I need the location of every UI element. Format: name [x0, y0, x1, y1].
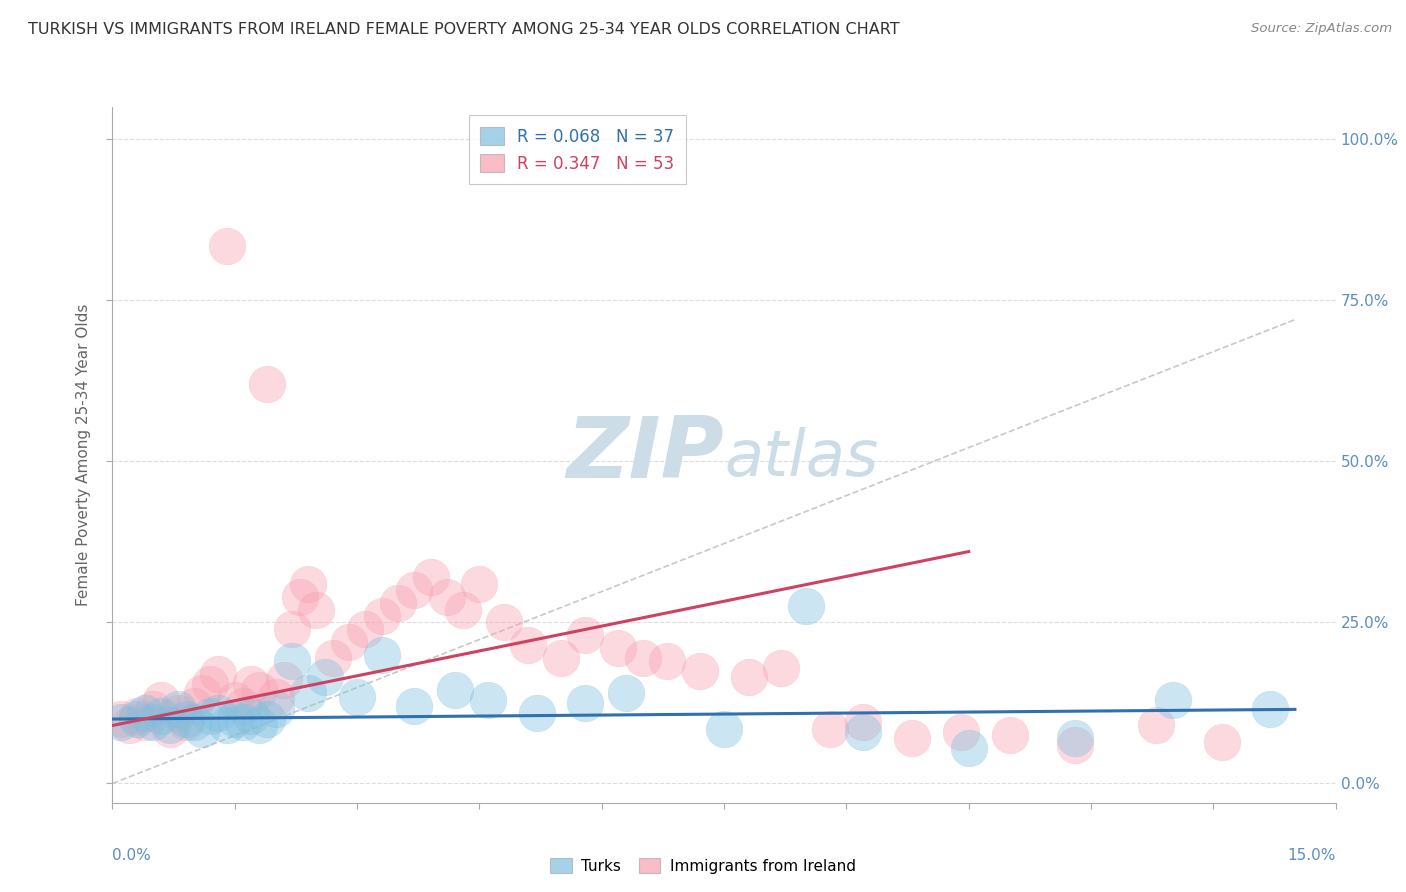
Point — [314, 670, 336, 684]
Point — [526, 706, 548, 720]
Point — [256, 712, 278, 726]
Point — [273, 673, 295, 688]
Point — [436, 590, 458, 604]
Point — [125, 708, 148, 723]
Point — [110, 712, 132, 726]
Point — [631, 651, 654, 665]
Point — [852, 715, 875, 730]
Point — [142, 715, 165, 730]
Point — [614, 686, 637, 700]
Point — [852, 725, 875, 739]
Text: TURKISH VS IMMIGRANTS FROM IRELAND FEMALE POVERTY AMONG 25-34 YEAR OLDS CORRELAT: TURKISH VS IMMIGRANTS FROM IRELAND FEMAL… — [28, 22, 900, 37]
Point — [337, 634, 360, 648]
Point — [215, 718, 238, 732]
Point — [232, 715, 254, 730]
Point — [354, 622, 377, 636]
Point — [492, 615, 515, 630]
Point — [191, 686, 214, 700]
Point — [900, 731, 922, 746]
Point — [404, 699, 426, 714]
Point — [200, 676, 222, 690]
Point — [281, 654, 304, 668]
Point — [240, 676, 263, 690]
Point — [207, 667, 229, 681]
Point — [224, 712, 246, 726]
Point — [110, 715, 132, 730]
Point — [737, 670, 759, 684]
Y-axis label: Female Poverty Among 25-34 Year Olds: Female Poverty Among 25-34 Year Olds — [76, 304, 91, 606]
Point — [281, 622, 304, 636]
Point — [247, 683, 270, 698]
Point — [957, 741, 980, 756]
Point — [183, 715, 205, 730]
Point — [574, 628, 596, 642]
Point — [370, 648, 392, 662]
Point — [183, 699, 205, 714]
Point — [419, 570, 441, 584]
Point — [998, 728, 1021, 742]
Point — [232, 699, 254, 714]
Point — [818, 722, 841, 736]
Point — [207, 706, 229, 720]
Legend: R = 0.068   N = 37, R = 0.347   N = 53: R = 0.068 N = 37, R = 0.347 N = 53 — [468, 115, 686, 185]
Point — [689, 664, 711, 678]
Legend: Turks, Immigrants from Ireland: Turks, Immigrants from Ireland — [544, 852, 862, 880]
Point — [288, 590, 311, 604]
Point — [264, 702, 287, 716]
Point — [142, 702, 165, 716]
Point — [387, 596, 409, 610]
Point — [256, 377, 278, 392]
Point — [118, 718, 141, 732]
Point — [240, 708, 263, 723]
Point — [574, 696, 596, 710]
Point — [166, 702, 188, 716]
Text: atlas: atlas — [724, 427, 879, 490]
Point — [468, 576, 491, 591]
Point — [297, 576, 319, 591]
Point — [150, 692, 173, 706]
Point — [1211, 734, 1233, 748]
Point — [607, 641, 630, 656]
Point — [451, 602, 474, 616]
Point — [346, 690, 368, 704]
Point — [322, 651, 344, 665]
Point — [174, 712, 197, 726]
Point — [1161, 692, 1184, 706]
Point — [134, 715, 156, 730]
Point — [949, 725, 972, 739]
Point — [404, 583, 426, 598]
Point — [159, 722, 181, 736]
Point — [1144, 718, 1167, 732]
Text: ZIP: ZIP — [567, 413, 724, 497]
Point — [550, 651, 572, 665]
Point — [297, 686, 319, 700]
Point — [713, 722, 735, 736]
Point — [517, 638, 540, 652]
Point — [305, 602, 328, 616]
Point — [264, 690, 287, 704]
Point — [370, 609, 392, 624]
Point — [125, 712, 148, 726]
Point — [224, 692, 246, 706]
Point — [247, 718, 270, 732]
Point — [150, 708, 173, 723]
Point — [166, 706, 188, 720]
Point — [191, 722, 214, 736]
Text: 15.0%: 15.0% — [1288, 848, 1336, 863]
Point — [444, 683, 467, 698]
Point — [655, 654, 678, 668]
Point — [200, 708, 222, 723]
Point — [794, 599, 817, 614]
Text: Source: ZipAtlas.com: Source: ZipAtlas.com — [1251, 22, 1392, 36]
Point — [1063, 731, 1085, 746]
Point — [1063, 738, 1085, 752]
Point — [477, 692, 499, 706]
Point — [174, 715, 197, 730]
Point — [134, 706, 156, 720]
Text: 0.0%: 0.0% — [112, 848, 152, 863]
Point — [770, 660, 793, 674]
Point — [215, 238, 238, 252]
Point — [159, 718, 181, 732]
Point — [1260, 702, 1282, 716]
